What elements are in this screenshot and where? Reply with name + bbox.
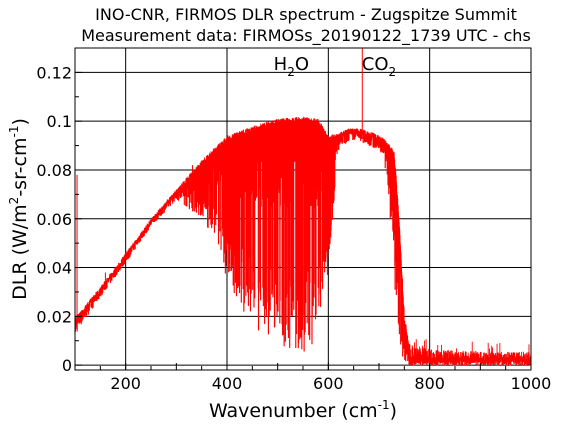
- x-tick-label: 200: [110, 374, 141, 393]
- y-axis-ticks: 0 0.02 0.04 0.06 0.08 0.1 0.12: [36, 63, 82, 375]
- x-tick-label: 400: [212, 374, 243, 393]
- chart-subtitle: Measurement data: FIRMOSs_20190122_1739 …: [81, 26, 531, 46]
- x-tick-label: 1000: [511, 374, 552, 393]
- x-axis-ticks: 200 400 600 800 1000: [74, 363, 552, 393]
- y-tick-label: 0.04: [36, 259, 72, 278]
- plot-area: [74, 48, 532, 366]
- x-tick-label: 600: [313, 374, 344, 393]
- y-tick-label: 0.1: [47, 112, 72, 131]
- annotations: H2O CO2: [274, 54, 397, 79]
- y-tick-label: 0.12: [36, 63, 72, 82]
- y-axis-label: DLR (W/m2-sr-cm-1): [7, 118, 31, 300]
- spectrum-line: [74, 116, 532, 366]
- y-tick-label: 0.06: [36, 210, 72, 229]
- band-label: CO2: [362, 54, 396, 79]
- x-tick-label: 800: [414, 374, 445, 393]
- y-tick-label: 0.08: [36, 161, 72, 180]
- chart-title: INO-CNR, FIRMOS DLR spectrum - Zugspitze…: [95, 5, 517, 24]
- y-tick-label: 0: [62, 356, 72, 375]
- y-tick-label: 0.02: [36, 307, 72, 326]
- band-label: H2O: [274, 54, 309, 79]
- x-axis-label: Wavenumber (cm-1): [209, 398, 397, 422]
